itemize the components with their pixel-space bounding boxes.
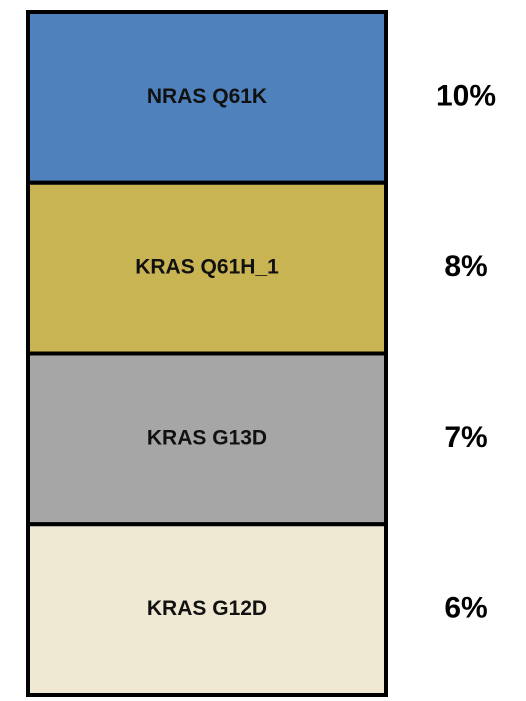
- percentage: 10%: [436, 79, 496, 112]
- box: [26, 351, 388, 527]
- box-label: KRAS G13D: [147, 426, 267, 449]
- box-label: NRAS Q61K: [147, 85, 267, 108]
- box: [26, 180, 388, 356]
- box: [26, 10, 388, 185]
- box-label: KRAS Q61H_1: [135, 256, 279, 279]
- percentage: 7%: [444, 421, 487, 454]
- percentage: 8%: [444, 250, 487, 283]
- box: [26, 522, 388, 697]
- box-label: KRAS G12D: [147, 597, 267, 620]
- percentage: 6%: [444, 592, 487, 625]
